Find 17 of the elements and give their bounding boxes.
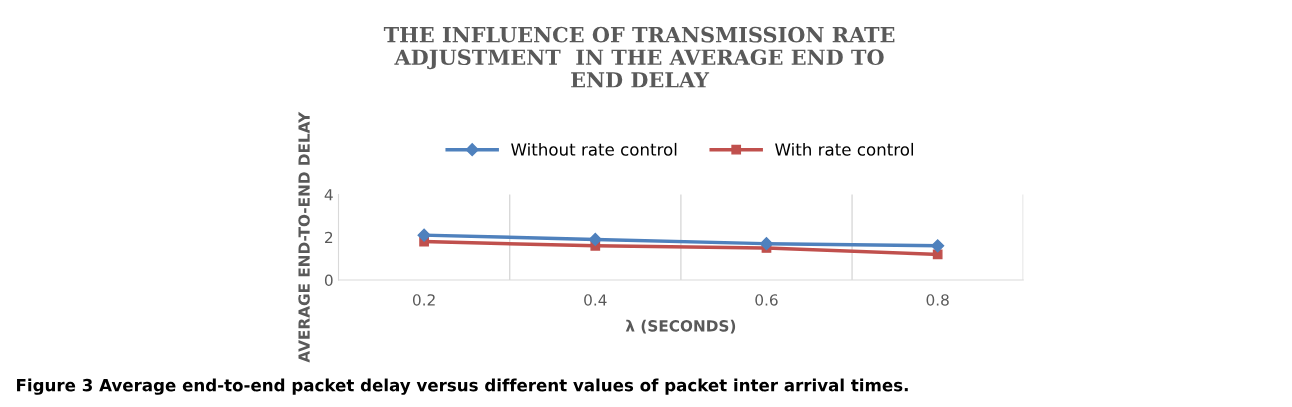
point [588,232,602,247]
x-axis-title: λ (SECONDS) [625,319,736,334]
legend-label: With rate control [775,142,914,156]
legend-label: Without rate control [511,142,677,156]
x-tick-label: 0.6 [755,294,778,306]
point [931,239,945,253]
y-tick-label: 4 [324,189,333,201]
caption: Figure 3 Average end-to-end packet delay versus different values of packet inter arrival times. [17,378,908,395]
x-tick-label: 0.4 [584,294,607,306]
point [759,237,774,251]
x-tick-label: 0.8 [926,294,949,306]
x-tick-label: 0.2 [412,294,435,306]
point [417,228,431,242]
y-tick-label: 0 [324,274,333,287]
y-tick-label: 2 [325,231,333,244]
y-axis-title: AVERAGE END-TO-END DELAY [298,111,310,363]
chart-title: THE INFLUENCE OF TRANSMISSION RATE ADJUSTMENT IN THE AVERAGE END TO END DELAY [383,26,895,88]
